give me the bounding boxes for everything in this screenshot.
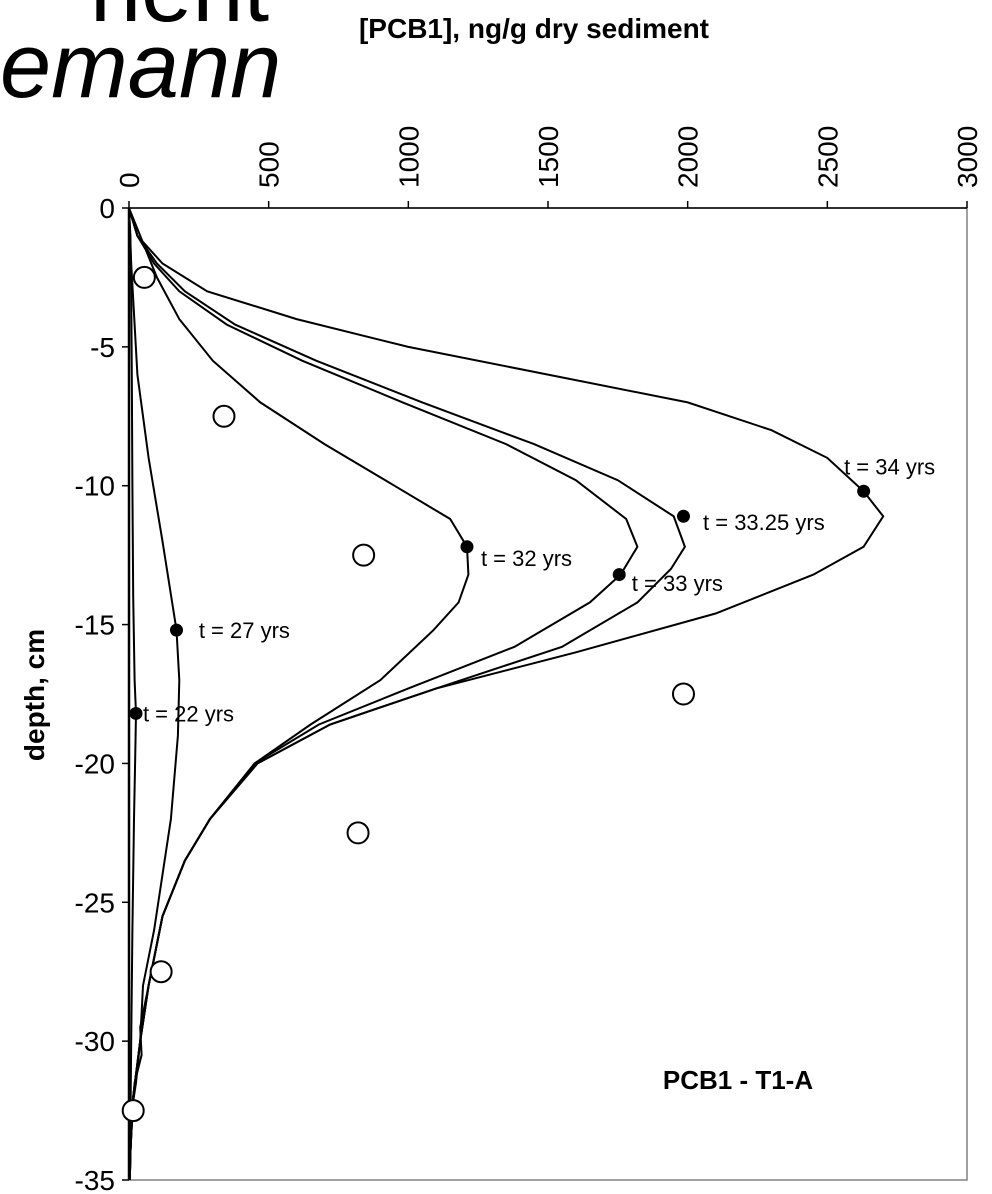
series-line-6 xyxy=(128,207,885,1181)
slide-title-fragment-1: nent xyxy=(90,0,269,43)
series-label-4: t = 33 yrs xyxy=(632,571,723,596)
series-line-3 xyxy=(128,207,470,1181)
observed-point xyxy=(121,1099,145,1123)
y-axis-title: depth, cm xyxy=(19,629,50,761)
y-tick-label: -30 xyxy=(75,1026,115,1057)
x-tick-label: 500 xyxy=(254,141,285,188)
series-line-1 xyxy=(128,207,138,1181)
x-tick-label: 2500 xyxy=(812,126,843,188)
slide-title-fragment-2: emann xyxy=(0,15,282,117)
series-label-5: t = 33.25 yrs xyxy=(703,510,825,535)
series-line-5 xyxy=(128,207,687,1181)
series-marker-1 xyxy=(129,706,143,720)
observed-point xyxy=(671,682,695,706)
series-label-1: t = 22 yrs xyxy=(143,701,234,726)
y-tick-label: -25 xyxy=(75,887,115,918)
plot-frame xyxy=(128,207,968,1181)
x-tick-label: 0 xyxy=(114,172,145,188)
y-tick-label: 0 xyxy=(99,193,115,224)
series-label-3: t = 32 yrs xyxy=(481,546,572,571)
x-tick-label: 3000 xyxy=(952,126,983,188)
series-marker-5 xyxy=(676,509,690,523)
plot-area: 0 500 1000 1500 2000 2500 3000 0 -5 -10 -15 -20 -25 -… xyxy=(75,126,983,1194)
y-tick-label: -15 xyxy=(75,610,115,641)
x-axis-title: [PCB1], ng/g dry sediment xyxy=(359,13,709,44)
observed-point xyxy=(346,821,370,845)
series-line-2 xyxy=(128,207,181,1181)
series-marker-2 xyxy=(169,623,183,637)
y-tick-label: -10 xyxy=(75,471,115,502)
series-marker-6 xyxy=(857,484,871,498)
x-tick-label: 2000 xyxy=(673,126,704,188)
x-tick-label: 1000 xyxy=(393,126,424,188)
y-tick-label: -5 xyxy=(90,332,115,363)
x-tick-label: 1500 xyxy=(533,126,564,188)
series-label-2: t = 27 yrs xyxy=(199,618,290,643)
series-marker-4 xyxy=(612,568,626,582)
y-tick-label: -35 xyxy=(75,1165,115,1194)
observed-point xyxy=(132,265,156,289)
observed-point xyxy=(352,543,376,567)
series-line-4 xyxy=(128,207,639,1181)
chart-title: PCB1 - T1-A xyxy=(663,1065,813,1095)
series-marker-3 xyxy=(460,540,474,554)
series-label-6: t = 34 yrs xyxy=(844,454,935,479)
observed-point xyxy=(212,404,236,428)
y-tick-label: -20 xyxy=(75,748,115,779)
observed-point xyxy=(149,960,173,984)
